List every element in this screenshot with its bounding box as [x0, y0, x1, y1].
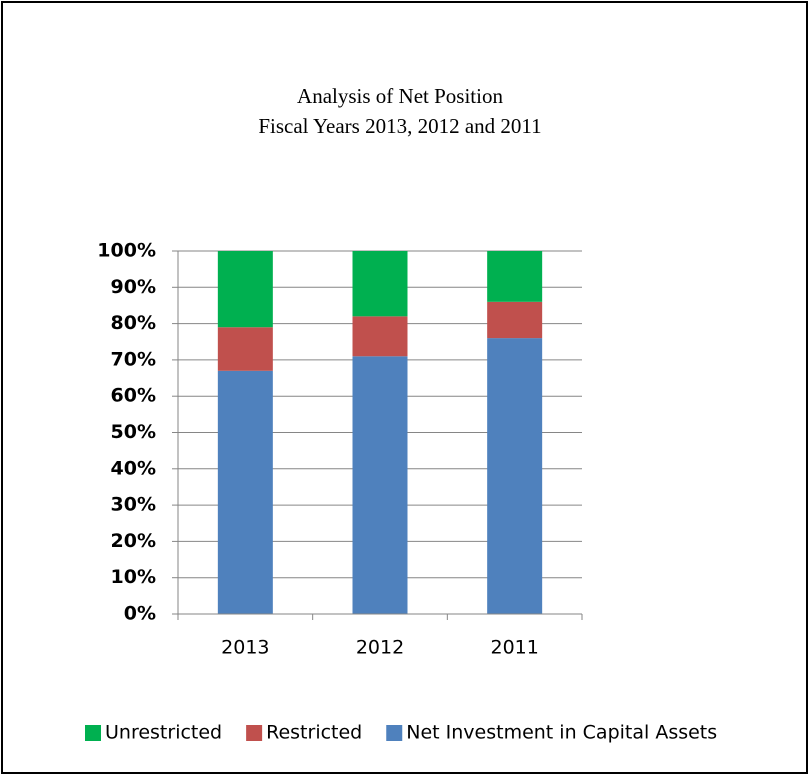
bar-segment [352, 356, 408, 614]
y-tick-label: 50% [111, 421, 156, 443]
bar-segment [487, 251, 543, 302]
chart-subtitle: Fiscal Years 2013, 2012 and 2011 [258, 114, 541, 138]
x-tick-label: 2013 [221, 637, 269, 659]
legend-swatch [85, 725, 101, 741]
y-tick-label: 90% [111, 276, 156, 298]
y-tick-label: 40% [111, 457, 156, 479]
bar-segment [352, 316, 408, 357]
x-tick-label: 2012 [356, 637, 404, 659]
y-tick-label: 100% [97, 240, 156, 262]
y-tick-label: 70% [111, 348, 156, 370]
y-tick-label: 80% [111, 312, 156, 334]
bar-segment [217, 370, 273, 614]
y-tick-label: 30% [111, 494, 156, 516]
legend-label: Restricted [266, 722, 362, 744]
x-tick-label: 2011 [490, 637, 538, 659]
legend-label: Net Investment in Capital Assets [406, 722, 717, 744]
bar-segment [487, 338, 543, 614]
y-tick-label: 60% [111, 385, 156, 407]
bar-segment [487, 301, 543, 339]
bar-segment [352, 251, 408, 317]
legend-swatch [386, 725, 403, 741]
chart-title: Analysis of Net Position [297, 84, 503, 108]
y-tick-label: 0% [124, 603, 156, 625]
y-tick-label: 20% [111, 530, 156, 552]
bar-segment [217, 327, 273, 371]
bar-segment [217, 251, 273, 328]
legend-label: Unrestricted [105, 722, 222, 744]
y-tick-label: 10% [111, 566, 156, 588]
legend-swatch [246, 725, 263, 741]
